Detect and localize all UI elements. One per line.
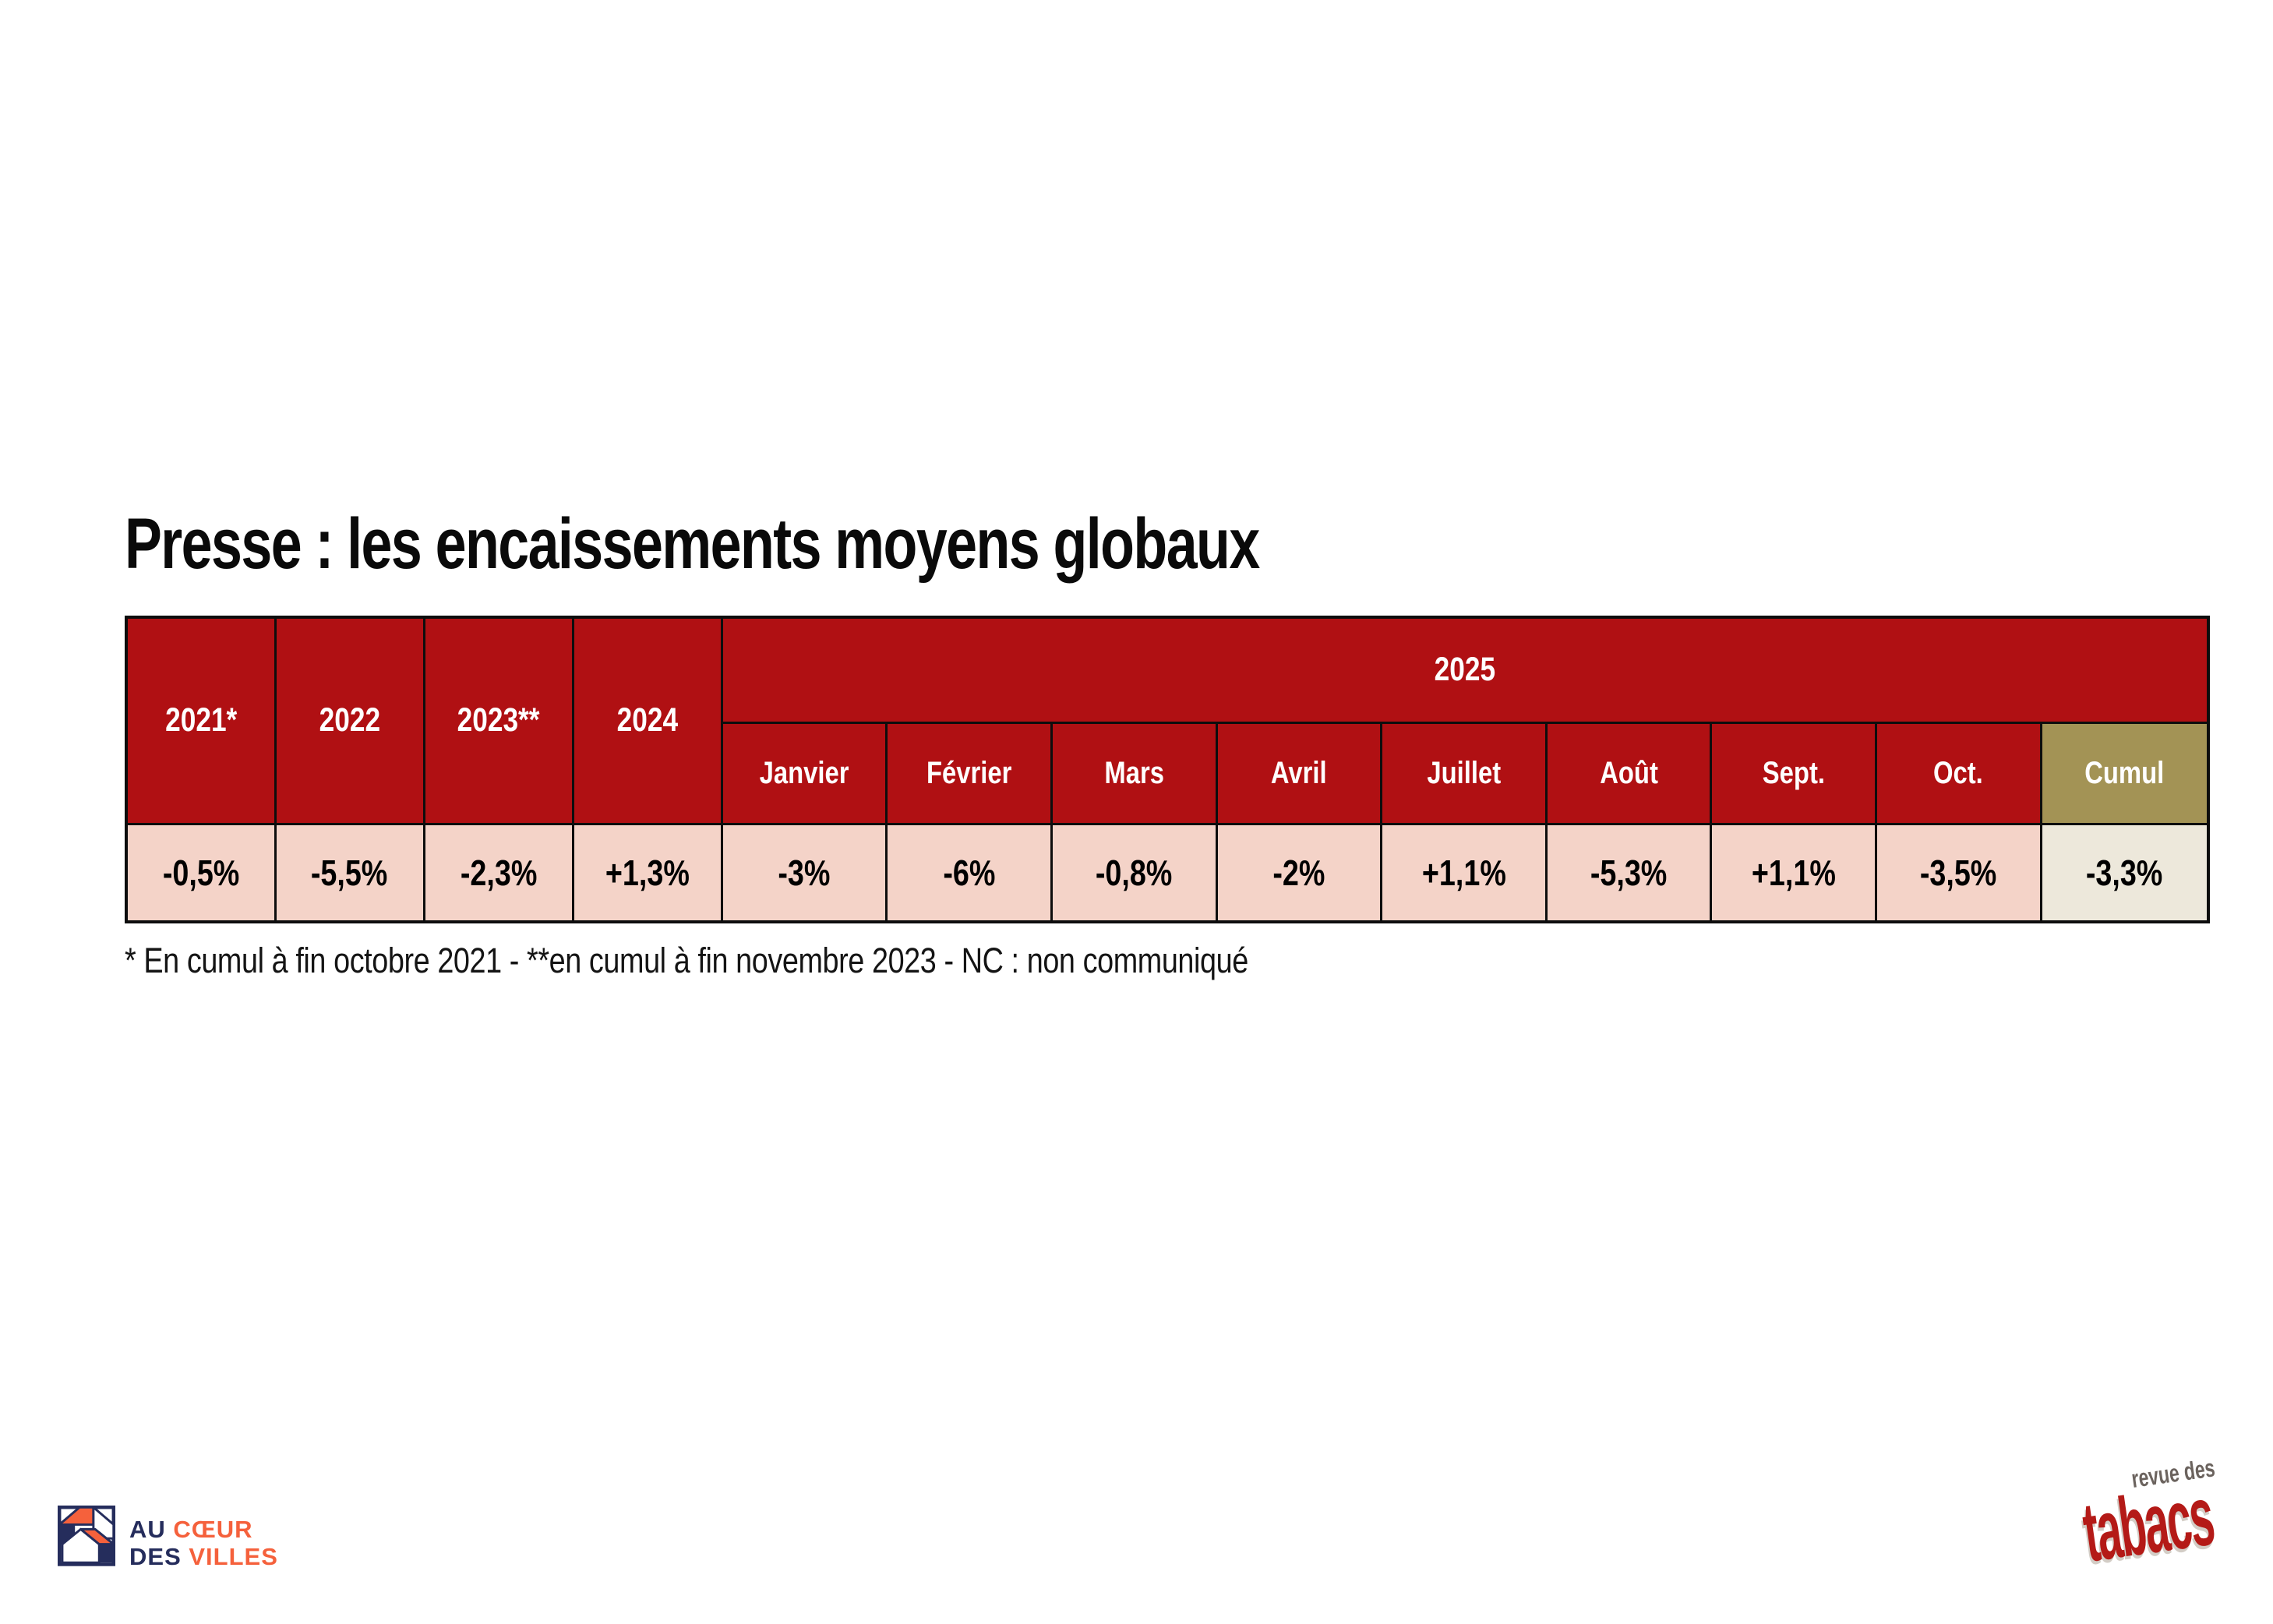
column-header-janvier: Janvier	[720, 721, 888, 825]
value-aout: -5,3%	[1544, 822, 1713, 923]
value-2022: -5,5%	[274, 822, 425, 923]
value-2023: -2,3%	[422, 822, 574, 923]
value-mars: -0,8%	[1050, 822, 1218, 923]
column-header-2024: 2024	[571, 616, 723, 825]
revue-des-tabacs-logo: revue des tabacs	[2076, 1446, 2273, 1580]
houses-logo-icon	[58, 1506, 115, 1566]
au-coeur-des-villes-logo: AU CŒUR DES VILLES	[58, 1502, 278, 1570]
column-header-cumul: Cumul	[2039, 721, 2210, 825]
column-header-juillet: Juillet	[1380, 721, 1548, 825]
column-header-mars: Mars	[1050, 721, 1218, 825]
value-fevrier: -6%	[885, 822, 1053, 923]
value-avril: -2%	[1215, 822, 1383, 923]
column-header-aout: Août	[1544, 721, 1713, 825]
column-header-oct: Oct.	[1874, 721, 2042, 825]
encaissements-table: 2021* 2022 2023** 2024 2025 Janvier Févr…	[125, 616, 2210, 923]
column-header-2021: 2021*	[125, 616, 277, 825]
group-header-2025: 2025	[720, 616, 2210, 724]
header-row-months: Janvier Février Mars Avril Juillet Août …	[126, 721, 2210, 825]
value-oct: -3,5%	[1874, 822, 2042, 923]
column-header-avril: Avril	[1215, 721, 1383, 825]
value-cumul: -3,3%	[2039, 822, 2210, 923]
page-title-text: Presse : les encaissements moyens globau…	[125, 504, 1260, 584]
revue-des-tabacs-title: tabacs	[2077, 1467, 2218, 1580]
value-2024: +1,3%	[571, 822, 723, 923]
column-header-fevrier: Février	[885, 721, 1053, 825]
header-row-years: 2021* 2022 2023** 2024 2025	[125, 616, 2210, 825]
acv-line2: DES VILLES	[129, 1542, 278, 1570]
column-header-2022: 2022	[274, 616, 425, 825]
column-header-sept: Sept.	[1710, 721, 1877, 825]
value-juillet: +1,1%	[1380, 822, 1548, 923]
acv-line1: AU CŒUR	[129, 1516, 253, 1543]
au-coeur-des-villes-wordmark: AU CŒUR DES VILLES	[129, 1516, 278, 1570]
footnote-text: * En cumul à fin octobre 2021 - **en cum…	[125, 941, 1248, 980]
value-janvier: -3%	[720, 822, 888, 923]
page-title: Presse : les encaissements moyens globau…	[125, 508, 1579, 580]
footnote: * En cumul à fin octobre 2021 - **en cum…	[125, 941, 1462, 980]
value-2021: -0,5%	[125, 822, 277, 923]
values-row: -0,5% -5,5% -2,3% +1,3% -3% -6% -0,8% -2…	[125, 822, 2210, 923]
column-header-2023: 2023**	[422, 616, 574, 825]
value-sept: +1,1%	[1710, 822, 1877, 923]
